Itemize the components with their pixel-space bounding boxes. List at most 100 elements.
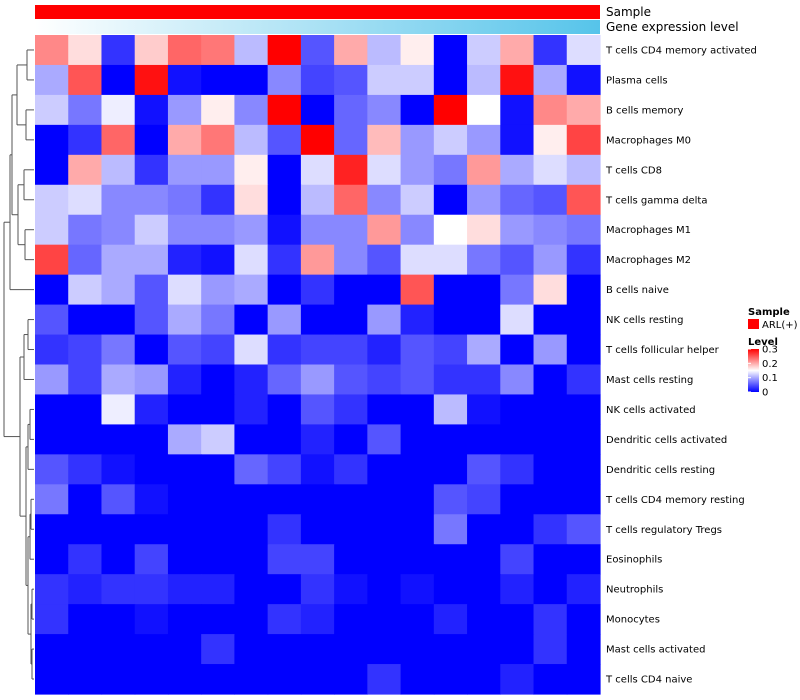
heatmap-cell — [201, 664, 236, 695]
heatmap-cell — [68, 364, 103, 396]
heatmap-cell — [467, 364, 501, 396]
heatmap-cell — [533, 94, 568, 126]
sample-annotation-bar — [35, 5, 600, 19]
row-label: B cells memory — [606, 105, 683, 116]
heatmap-cell — [367, 514, 402, 545]
heatmap-cell — [267, 484, 302, 515]
heatmap-cell — [134, 154, 169, 186]
heatmap-cell — [367, 634, 402, 665]
heatmap-cell — [334, 94, 368, 126]
heatmap-cell — [267, 634, 302, 665]
heatmap-cell — [566, 604, 601, 635]
heatmap-cell — [134, 124, 169, 156]
heatmap-cell — [68, 514, 103, 545]
heatmap-cell — [101, 304, 136, 336]
heatmap-cell — [334, 244, 368, 276]
heatmap-cell — [433, 424, 468, 455]
row-label: T cells CD8 — [605, 165, 662, 176]
heatmap-cell — [35, 124, 69, 156]
heatmap-cell — [201, 124, 236, 156]
heatmap-cell — [300, 154, 335, 186]
heatmap-cell — [367, 244, 402, 276]
heatmap-cell — [566, 394, 601, 425]
heatmap-cell — [400, 664, 435, 695]
heatmap-cell — [334, 184, 368, 216]
row-label: B cells naive — [606, 285, 669, 296]
heatmap-cell — [101, 184, 136, 216]
heatmap-cell — [433, 364, 468, 396]
heatmap-cell — [334, 334, 368, 366]
heatmap-cell — [201, 364, 236, 396]
level-colorbar — [748, 349, 759, 392]
heatmap-cell — [234, 35, 269, 66]
heatmap-cell — [300, 184, 335, 216]
heatmap-cell — [433, 244, 468, 276]
heatmap-cell — [201, 454, 236, 485]
heatmap-cell — [134, 394, 169, 425]
heatmap-cell — [300, 544, 335, 575]
heatmap-cell — [533, 35, 568, 66]
heatmap-cell — [201, 214, 236, 246]
heatmap-cell — [433, 634, 468, 665]
heatmap-cell — [134, 634, 169, 665]
heatmap-cell — [234, 94, 269, 126]
heatmap-cell — [167, 574, 202, 605]
heatmap-cell — [300, 664, 335, 695]
heatmap-cell — [334, 154, 368, 186]
heatmap-cell — [533, 514, 568, 545]
heatmap-cell — [35, 304, 69, 336]
heatmap-cell — [267, 664, 302, 695]
heatmap-cell — [234, 634, 269, 665]
heatmap-cell — [134, 544, 169, 575]
heatmap-cell — [500, 664, 535, 695]
heatmap-cell — [467, 664, 501, 695]
heatmap-cell — [533, 244, 568, 276]
heatmap-cell — [367, 64, 402, 96]
heatmap-cell — [334, 424, 368, 455]
heatmap-cell — [367, 334, 402, 366]
heatmap-cell — [367, 154, 402, 186]
heatmap-cell — [533, 214, 568, 246]
heatmap-cell — [334, 304, 368, 336]
heatmap-cell — [167, 244, 202, 276]
heatmap-cell — [101, 124, 136, 156]
heatmap-cell — [533, 484, 568, 515]
heatmap-cell — [566, 484, 601, 515]
heatmap-cell — [566, 634, 601, 665]
heatmap-cell — [35, 514, 69, 545]
heatmap-cell — [500, 364, 535, 396]
heatmap-cell — [433, 484, 468, 515]
heatmap-cell — [267, 514, 302, 545]
row-label: Mast cells resting — [606, 375, 693, 386]
heatmap-cell — [400, 124, 435, 156]
heatmap-cell — [134, 64, 169, 96]
heatmap-cell — [134, 424, 169, 455]
row-label: T cells gamma delta — [605, 195, 707, 206]
heatmap-cell — [533, 124, 568, 156]
heatmap-cell — [467, 274, 501, 306]
row-label: Macrophages M2 — [606, 255, 691, 266]
heatmap-cell — [167, 394, 202, 425]
heatmap-cell — [167, 94, 202, 126]
heatmap-cell — [500, 484, 535, 515]
heatmap-cell — [367, 454, 402, 485]
heatmap-cell — [367, 184, 402, 216]
heatmap-cell — [201, 634, 236, 665]
heatmap-cell — [167, 304, 202, 336]
heatmap-cell — [334, 514, 368, 545]
heatmap-cell — [68, 214, 103, 246]
heatmap-cell — [234, 454, 269, 485]
heatmap-cell — [500, 244, 535, 276]
expression-annotation-bar — [35, 20, 600, 34]
heatmap-cell — [134, 604, 169, 635]
heatmap-cell — [400, 424, 435, 455]
heatmap-cell — [234, 214, 269, 246]
heatmap-cell — [101, 35, 136, 66]
heatmap-cell — [533, 454, 568, 485]
heatmap-cell — [367, 35, 402, 66]
heatmap-cell — [467, 484, 501, 515]
legend: Sample ARL(+) Level 0.3 0.2 0.1 0 — [748, 307, 798, 399]
heatmap-cell — [367, 544, 402, 575]
heatmap-cell — [334, 124, 368, 156]
heatmap-cell — [234, 574, 269, 605]
